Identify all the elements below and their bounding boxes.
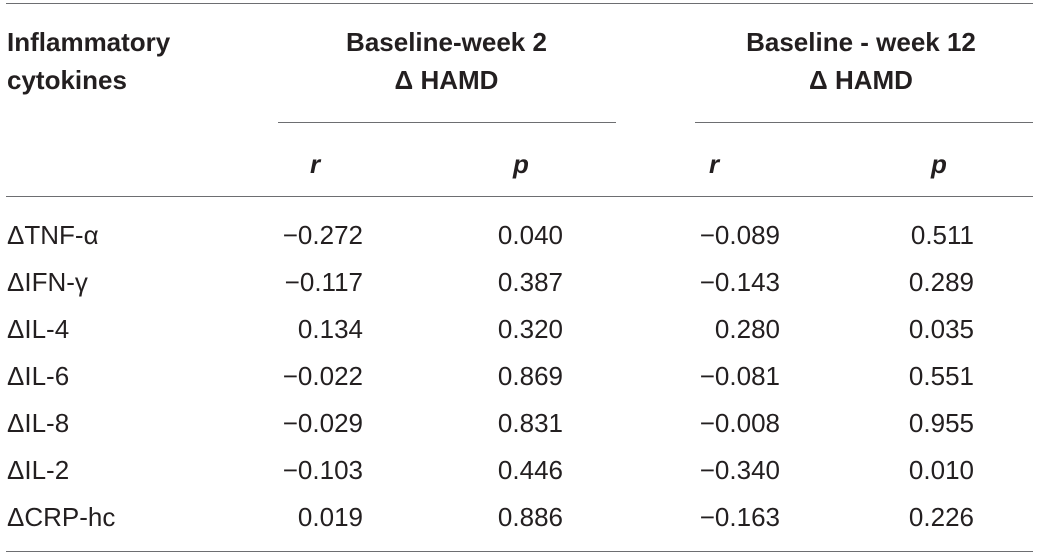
r-week2: −0.029 <box>282 408 363 438</box>
r-week2: −0.117 <box>284 267 363 297</box>
p-week12: 0.010 <box>908 455 974 485</box>
p-week12: 0.551 <box>908 361 974 391</box>
r-week12: −0.340 <box>699 455 780 485</box>
header-week12-line1: Baseline - week 12 <box>746 27 976 57</box>
table-row: ΔIFN-γ −0.117 0.387 −0.143 0.289 <box>0 269 1039 299</box>
r-week12: −0.089 <box>699 220 780 250</box>
header-cytokines-line2: cytokines <box>7 65 127 95</box>
r-week12: −0.008 <box>699 408 780 438</box>
subheader-p-week2: p <box>513 149 529 179</box>
header-bottom-rule <box>6 196 1033 197</box>
p-week2: 0.320 <box>497 314 563 344</box>
r-week12: 0.280 <box>714 314 780 344</box>
p-week2: 0.446 <box>497 455 563 485</box>
row-label: ΔIL-8 <box>7 408 70 438</box>
r-week2: −0.103 <box>282 455 363 485</box>
r-week2: 0.019 <box>297 502 363 532</box>
table-bottom-rule <box>6 551 1033 552</box>
row-label: ΔIFN-γ <box>7 267 88 297</box>
p-week12: 0.035 <box>908 314 974 344</box>
r-week2: 0.134 <box>297 314 363 344</box>
p-week12: 0.955 <box>908 408 974 438</box>
table-top-rule <box>6 3 1033 4</box>
r-week12: −0.163 <box>699 502 780 532</box>
p-week2: 0.886 <box>497 502 563 532</box>
r-week12: −0.143 <box>699 267 780 297</box>
p-week2: 0.040 <box>497 220 563 250</box>
p-week12: 0.289 <box>908 267 974 297</box>
r-week12: −0.081 <box>699 361 780 391</box>
p-week12: 0.226 <box>908 502 974 532</box>
header-cytokines-line1: Inflammatory <box>7 27 171 57</box>
row-label: ΔIL-2 <box>7 455 70 485</box>
row-label: ΔIL-4 <box>7 314 70 344</box>
p-week12: 0.511 <box>910 220 974 250</box>
header-week12-line2: Δ HAMD <box>809 65 913 95</box>
p-week2: 0.831 <box>497 408 563 438</box>
row-label: ΔIL-6 <box>7 361 70 391</box>
r-week2: −0.022 <box>282 361 363 391</box>
group2-underline <box>695 122 1033 123</box>
table-row: ΔCRP-hc 0.019 0.886 −0.163 0.226 <box>0 504 1039 534</box>
table-row: ΔIL-8 −0.029 0.831 −0.008 0.955 <box>0 410 1039 440</box>
r-week2: −0.272 <box>282 220 363 250</box>
subheader-p-week12: p <box>931 149 947 179</box>
header-week2-line1: Baseline-week 2 <box>346 27 547 57</box>
table-row: ΔTNF-α −0.272 0.040 −0.089 0.511 <box>0 222 1039 252</box>
row-label: ΔTNF-α <box>7 220 99 250</box>
subheader-r-week2: r <box>310 149 321 179</box>
table-row: ΔIL-6 −0.022 0.869 −0.081 0.551 <box>0 363 1039 393</box>
table-row: ΔIL-2 −0.103 0.446 −0.340 0.010 <box>0 457 1039 487</box>
header-week2-line2: Δ HAMD <box>394 65 499 95</box>
group1-underline <box>278 122 616 123</box>
p-week2: 0.387 <box>497 267 563 297</box>
row-label: ΔCRP-hc <box>7 502 116 532</box>
p-week2: 0.869 <box>497 361 563 391</box>
subheader-r-week12: r <box>709 149 720 179</box>
table-row: ΔIL-4 0.134 0.320 0.280 0.035 <box>0 316 1039 346</box>
